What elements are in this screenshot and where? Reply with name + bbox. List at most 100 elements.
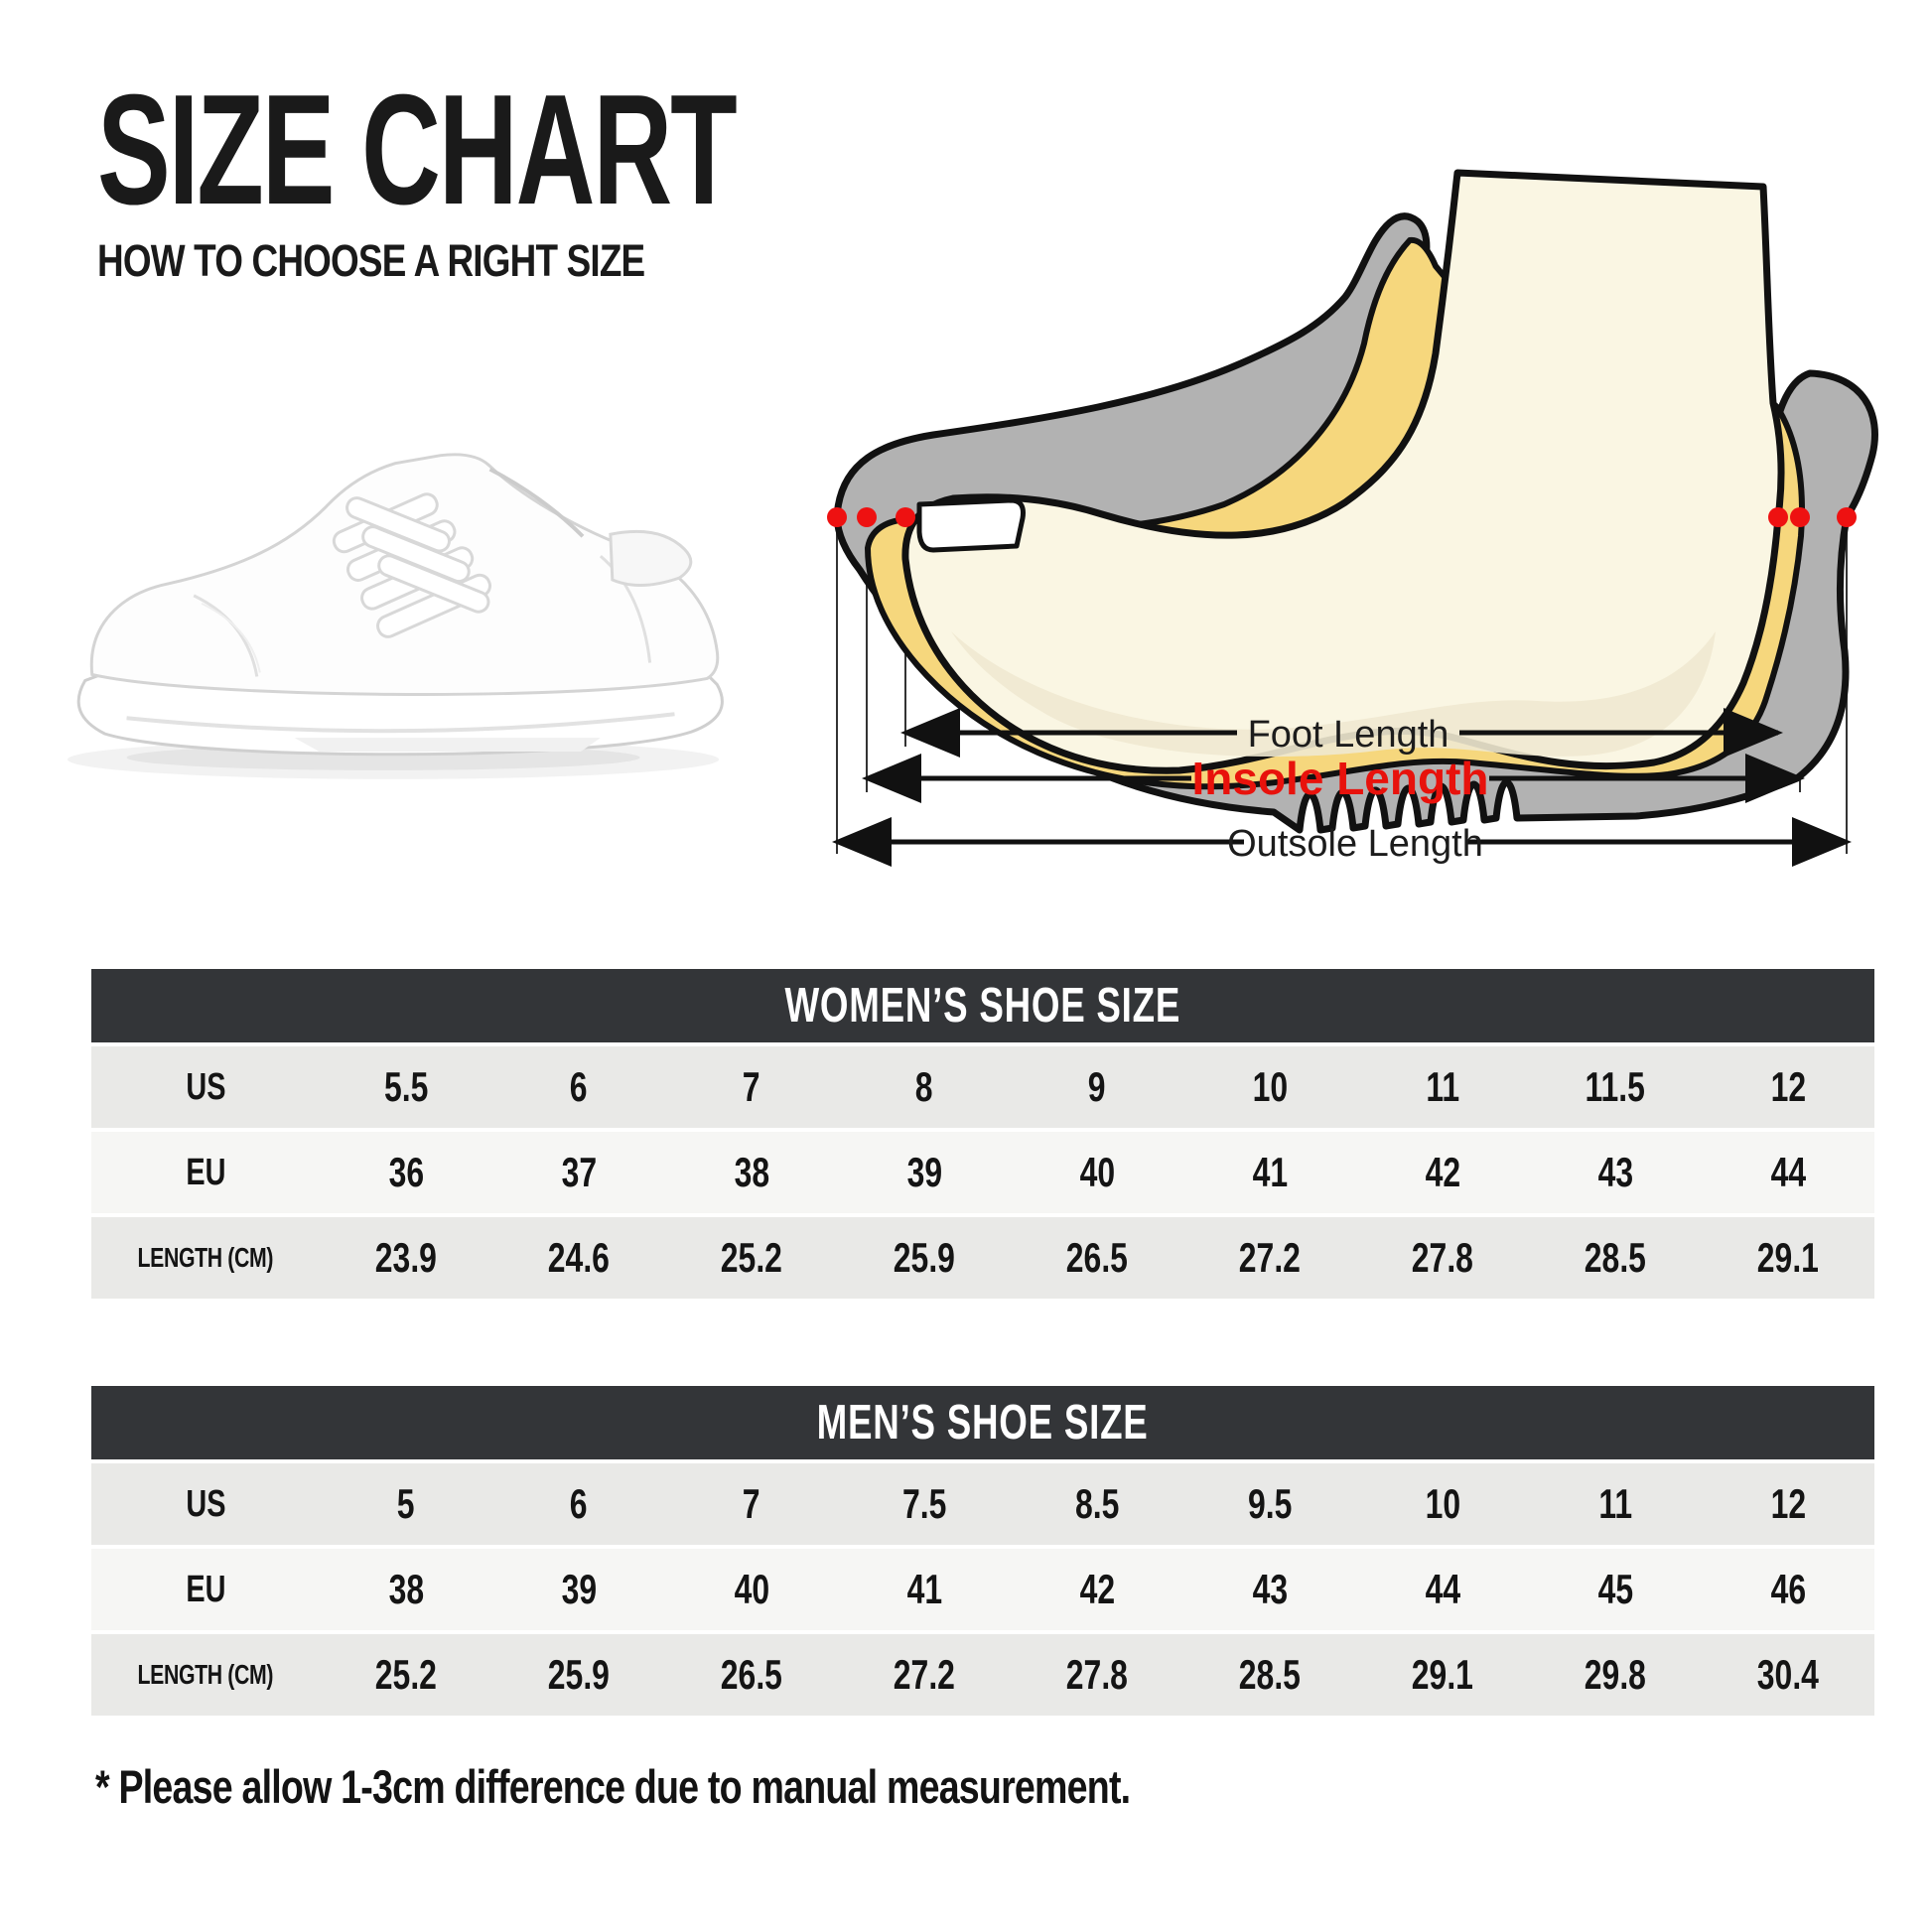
table-row: US 5.5 6 7 8 9 10 11 11.5 12 [91, 1046, 1874, 1128]
row-label-cell: EU [91, 1549, 320, 1630]
row-label-cell: US [91, 1046, 320, 1128]
size-value: 28.5 [1584, 1234, 1647, 1281]
size-value: 9.5 [1247, 1480, 1293, 1527]
size-value: 25.2 [720, 1234, 783, 1281]
size-value: 43 [1252, 1566, 1288, 1612]
size-value-cell: 38 [320, 1549, 492, 1630]
size-value: 41 [906, 1566, 942, 1612]
womens-table-title: WOMEN’S SHOE SIZE [784, 979, 1181, 1033]
size-value-cell: 9 [1011, 1046, 1183, 1128]
row-label: US [185, 1482, 226, 1525]
size-value: 12 [1770, 1063, 1806, 1110]
shoe-laces [332, 492, 492, 638]
size-value: 29.1 [1411, 1651, 1474, 1698]
row-label: LENGTH (CM) [137, 1659, 274, 1690]
size-value: 12 [1770, 1480, 1806, 1527]
size-value-cell: 39 [492, 1549, 665, 1630]
size-value-cell: 6 [492, 1046, 665, 1128]
row-label-cell: EU [91, 1132, 320, 1213]
size-value: 30.4 [1756, 1651, 1820, 1698]
size-value-cell: 38 [665, 1132, 838, 1213]
size-value-cell: 6 [492, 1463, 665, 1545]
size-value: 36 [388, 1149, 424, 1195]
size-value: 25.2 [374, 1651, 438, 1698]
size-value-cell: 29.1 [1356, 1634, 1529, 1716]
insole-length-label: Insole Length [1192, 753, 1489, 804]
size-value-cell: 25.9 [838, 1217, 1011, 1299]
row-label-cell: LENGTH (CM) [91, 1217, 320, 1299]
size-value-cell: 46 [1702, 1549, 1874, 1630]
mens-table-banner: MEN’S SHOE SIZE [91, 1386, 1874, 1459]
size-value: 40 [1079, 1149, 1115, 1195]
size-value-cell: 10 [1183, 1046, 1356, 1128]
size-value: 29.8 [1584, 1651, 1647, 1698]
size-value: 11 [1426, 1063, 1459, 1110]
size-value-cell: 42 [1011, 1549, 1183, 1630]
size-value: 39 [561, 1566, 597, 1612]
size-value: 26.5 [1065, 1234, 1129, 1281]
size-value: 27.8 [1411, 1234, 1474, 1281]
size-value-cell: 9.5 [1183, 1463, 1356, 1545]
row-label: EU [185, 1568, 226, 1610]
shoe-heel-tab [609, 529, 693, 587]
row-label: US [185, 1065, 226, 1108]
size-value-cell: 24.6 [492, 1217, 665, 1299]
size-value: 43 [1597, 1149, 1633, 1195]
size-value-cell: 7 [665, 1463, 838, 1545]
size-value: 26.5 [720, 1651, 783, 1698]
size-value-cell: 7.5 [838, 1463, 1011, 1545]
foot-outline [901, 169, 1785, 774]
sneaker-image [67, 453, 724, 779]
outsole-length-measure: Outsole Length [832, 817, 1852, 867]
size-value-cell: 8 [838, 1046, 1011, 1128]
foot-length-label: Foot Length [1248, 714, 1449, 756]
mens-size-table: MEN’S SHOE SIZE US 5 6 7 7.5 8.5 9.5 10 11 12 EU 38… [91, 1386, 1874, 1716]
size-value: 5 [397, 1480, 415, 1527]
size-value-cell: 27.2 [838, 1634, 1011, 1716]
size-value-cell: 10 [1356, 1463, 1529, 1545]
size-value: 40 [734, 1566, 769, 1612]
mens-table-title: MEN’S SHOE SIZE [817, 1396, 1149, 1449]
size-value: 7.5 [901, 1480, 947, 1527]
size-value: 5.5 [383, 1063, 429, 1110]
size-value-cell: 30.4 [1702, 1634, 1874, 1716]
size-value-cell: 45 [1529, 1549, 1702, 1630]
size-value-cell: 25.9 [492, 1634, 665, 1716]
size-value-cell: 37 [492, 1132, 665, 1213]
womens-size-table: WOMEN’S SHOE SIZE US 5.5 6 7 8 9 10 11 11.5 12 EU 3… [91, 969, 1874, 1299]
size-value-cell: 40 [665, 1549, 838, 1630]
size-value-cell: 29.8 [1529, 1634, 1702, 1716]
size-value-cell: 25.2 [320, 1634, 492, 1716]
size-value-cell: 5 [320, 1463, 492, 1545]
row-label: EU [185, 1151, 226, 1193]
size-value-cell: 44 [1356, 1549, 1529, 1630]
insole-length-measure: Insole Length [862, 753, 1805, 804]
size-value-cell: 25.2 [665, 1217, 838, 1299]
size-value-cell: 11 [1529, 1463, 1702, 1545]
size-value: 27.8 [1065, 1651, 1129, 1698]
foot-shading [951, 631, 1716, 758]
size-value: 27.2 [1238, 1234, 1302, 1281]
foot-length-measure: Foot Length [900, 708, 1783, 758]
size-value: 28.5 [1238, 1651, 1302, 1698]
size-value-cell: 43 [1529, 1132, 1702, 1213]
size-value-cell: 27.2 [1183, 1217, 1356, 1299]
size-value: 11.5 [1585, 1063, 1646, 1110]
size-value: 10 [1252, 1063, 1288, 1110]
row-label-cell: LENGTH (CM) [91, 1634, 320, 1716]
size-value-cell: 43 [1183, 1549, 1356, 1630]
size-value: 6 [570, 1063, 588, 1110]
size-value: 44 [1770, 1149, 1806, 1195]
size-value-cell: 27.8 [1011, 1634, 1183, 1716]
size-value: 44 [1425, 1566, 1460, 1612]
size-value-cell: 12 [1702, 1463, 1874, 1545]
size-value: 7 [743, 1063, 760, 1110]
womens-table-banner: WOMEN’S SHOE SIZE [91, 969, 1874, 1042]
measurement-dots [827, 507, 1857, 527]
measurement-footnote: * Please allow 1-3cm difference due to m… [95, 1760, 1131, 1813]
size-value-cell: 23.9 [320, 1217, 492, 1299]
size-value: 27.2 [893, 1651, 956, 1698]
size-value-cell: 26.5 [665, 1634, 838, 1716]
size-value-cell: 11.5 [1529, 1046, 1702, 1128]
size-value: 10 [1425, 1480, 1460, 1527]
